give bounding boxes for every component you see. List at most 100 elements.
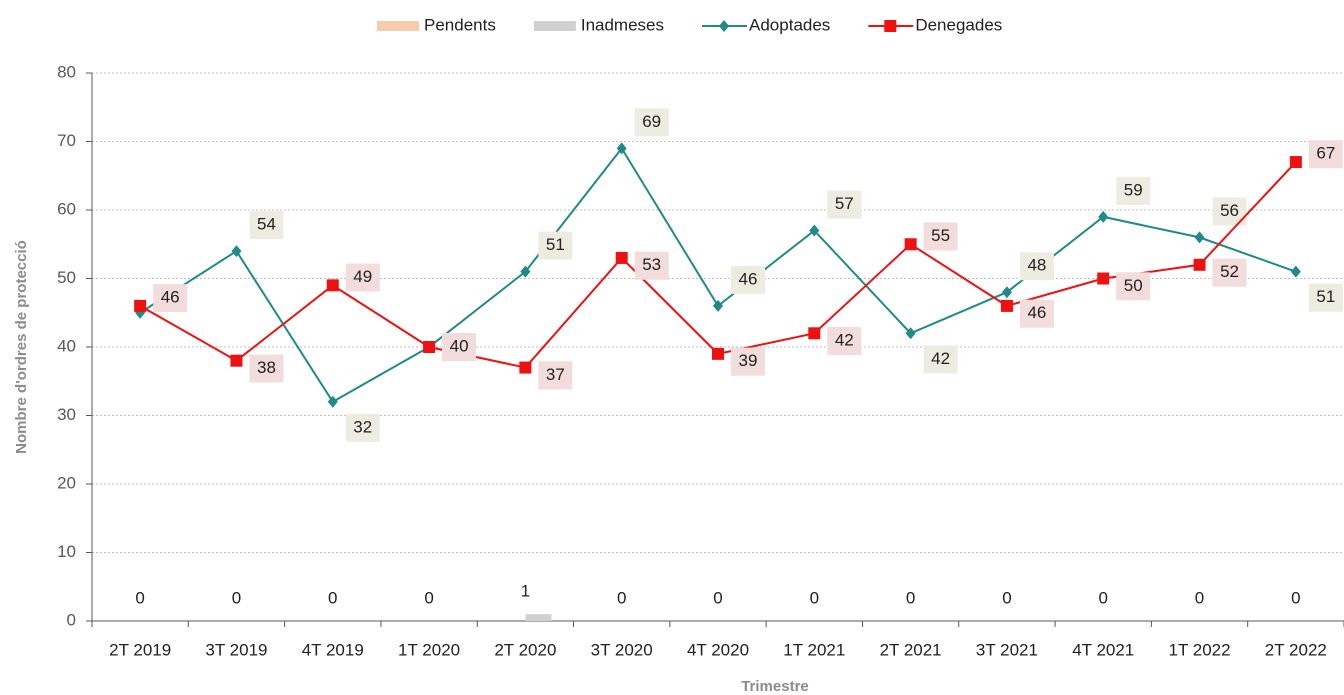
x-tick-label: 2T 2021	[880, 640, 942, 659]
data-label: 46	[161, 288, 180, 307]
label-bg	[538, 361, 573, 390]
y-tick-label: 50	[57, 268, 76, 287]
data-label: 53	[642, 255, 661, 274]
marker	[1001, 286, 1012, 299]
data-label: 32	[353, 417, 372, 436]
data-label: 42	[931, 349, 950, 368]
data-label: 49	[353, 267, 372, 286]
label-bg	[345, 413, 380, 442]
data-label: 39	[739, 351, 758, 370]
y-tick-label: 20	[57, 473, 76, 492]
label-bg	[249, 211, 284, 240]
marker	[1194, 231, 1205, 244]
x-tick-label: 3T 2019	[205, 640, 267, 659]
marker	[519, 361, 532, 374]
marker	[1193, 258, 1206, 271]
data-label: 51	[1316, 287, 1335, 306]
x-tick-label: 1T 2022	[1168, 640, 1230, 659]
data-label: 0	[232, 588, 241, 607]
marker	[520, 265, 531, 278]
marker	[808, 327, 821, 340]
marker	[1097, 272, 1110, 285]
marker	[713, 299, 723, 312]
legend-label: Pendents	[424, 15, 496, 34]
label-bg	[731, 347, 765, 376]
y-tick-label: 40	[57, 336, 76, 355]
marker	[1000, 299, 1013, 312]
label-bg	[1019, 299, 1054, 328]
data-label: 59	[1124, 180, 1143, 199]
data-label: 56	[1220, 201, 1239, 220]
legend-marker	[884, 20, 897, 32]
legend-marker	[719, 20, 730, 32]
data-label: 0	[1098, 588, 1107, 607]
label-bg	[538, 231, 573, 260]
marker	[1289, 156, 1302, 169]
marker	[615, 251, 628, 264]
data-label: 46	[1027, 303, 1046, 322]
y-tick-label: 30	[57, 405, 76, 424]
marker	[712, 347, 724, 360]
label-bg	[827, 190, 862, 219]
x-tick-label: 4T 2019	[302, 640, 364, 659]
label-bg	[923, 222, 958, 251]
x-tick-label: 2T 2022	[1265, 640, 1327, 659]
marker	[230, 354, 243, 367]
data-label: 0	[810, 588, 819, 607]
x-tick-label: 4T 2020	[687, 640, 749, 659]
data-label: 40	[450, 336, 469, 355]
data-label: 46	[739, 269, 758, 288]
marker	[616, 142, 627, 155]
data-label: 52	[1220, 262, 1239, 281]
x-tick-label: 1T 2020	[398, 640, 460, 659]
label-bg	[731, 265, 765, 294]
legend-swatch	[377, 21, 419, 31]
data-label: 69	[642, 112, 661, 131]
data-label: 37	[546, 365, 565, 384]
data-label: 48	[1027, 256, 1046, 275]
marker	[231, 245, 242, 258]
x-tick-label: 2T 2019	[109, 640, 171, 659]
data-label: 0	[713, 588, 722, 607]
label-bg	[1212, 258, 1247, 287]
label-bg	[345, 263, 380, 292]
data-label: 42	[835, 331, 854, 350]
x-tick-label: 3T 2021	[976, 640, 1038, 659]
y-tick-label: 60	[57, 199, 76, 218]
label-bg	[1308, 283, 1343, 312]
label-bg	[1116, 176, 1151, 205]
marker	[134, 299, 147, 312]
marker	[904, 238, 917, 251]
y-tick-label: 0	[67, 610, 76, 629]
data-label: 0	[424, 588, 433, 607]
label-bg	[1116, 272, 1151, 301]
y-tick-label: 10	[57, 542, 76, 561]
data-label: 0	[1291, 588, 1300, 607]
x-axis-title: Trimestre	[741, 678, 809, 695]
label-bg	[249, 354, 284, 383]
data-label: 67	[1316, 144, 1335, 163]
label-bg	[442, 333, 477, 361]
marker	[327, 395, 338, 408]
data-label: 57	[835, 194, 854, 213]
marker	[809, 224, 820, 237]
marker	[326, 279, 339, 292]
label-bg	[827, 327, 862, 356]
x-tick-label: 4T 2021	[1072, 640, 1134, 659]
data-label: 0	[135, 588, 144, 607]
bar	[525, 614, 552, 621]
x-tick-label: 1T 2021	[783, 640, 845, 659]
x-tick-label: 3T 2020	[591, 640, 653, 659]
data-label: 54	[257, 215, 276, 234]
marker	[905, 327, 916, 340]
label-bg	[1308, 140, 1343, 169]
marker	[1098, 210, 1109, 223]
label-bg	[1019, 252, 1054, 281]
marker	[1290, 265, 1301, 278]
data-label: 55	[931, 226, 950, 245]
data-label: 1	[521, 582, 530, 601]
data-label: 0	[1002, 588, 1011, 607]
marker	[423, 341, 436, 353]
x-tick-label: 2T 2020	[494, 640, 556, 659]
